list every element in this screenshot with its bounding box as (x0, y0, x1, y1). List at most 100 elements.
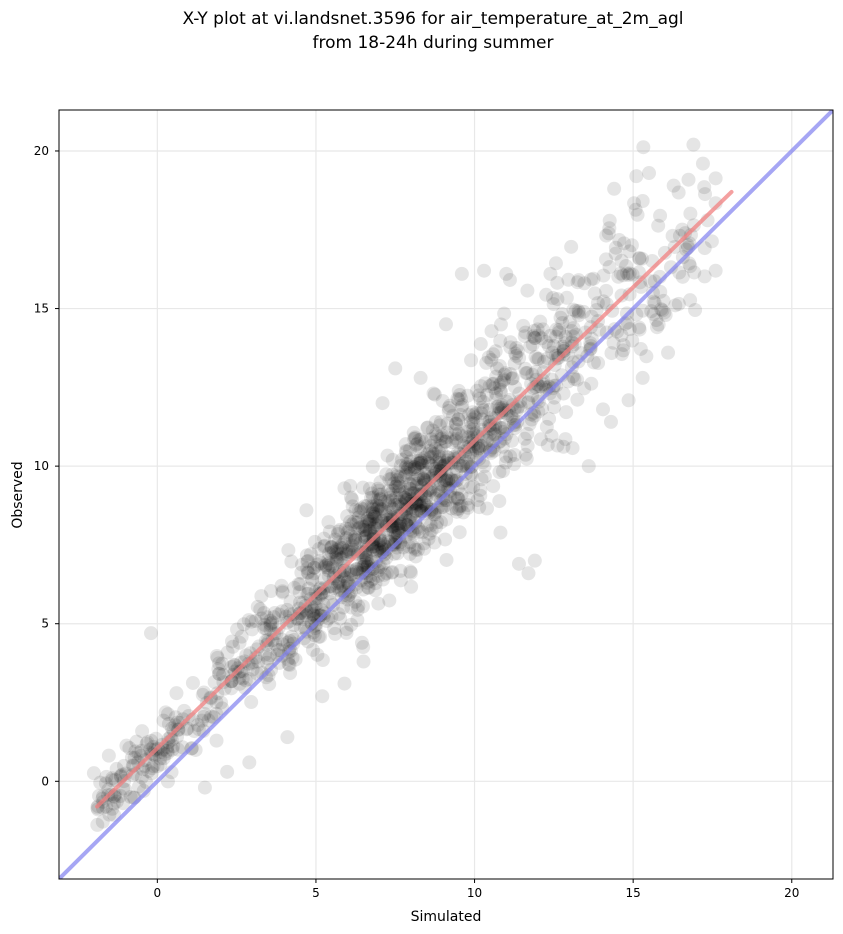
scatter-point (417, 451, 432, 466)
scatter-point (416, 496, 431, 511)
scatter-point (358, 519, 373, 534)
scatter-point (460, 424, 475, 439)
scatter-point (518, 447, 533, 462)
scatter-point (301, 581, 316, 596)
scatter-point (478, 376, 493, 391)
scatter-point (295, 612, 310, 627)
scatter-point (455, 429, 470, 444)
scatter-point (608, 246, 623, 261)
scatter-point (498, 455, 513, 470)
scatter-point (359, 550, 374, 565)
scatter-point (416, 472, 431, 487)
scatter-point (185, 675, 200, 690)
scatter-point (355, 560, 370, 575)
scatter-point (697, 241, 712, 256)
scatter-point (428, 461, 443, 476)
scatter-point (242, 672, 257, 687)
scatter-point (449, 502, 464, 517)
scatter-point (372, 498, 387, 513)
scatter-point (431, 444, 446, 459)
scatter-point (632, 251, 647, 266)
scatter-point (132, 779, 147, 794)
scatter-point (413, 455, 428, 470)
scatter-point (365, 536, 380, 551)
scatter-point (242, 755, 257, 770)
scatter-point (113, 788, 128, 803)
scatter-point (424, 432, 439, 447)
scatter-point (307, 598, 322, 613)
y-tick-label: 0 (41, 774, 49, 788)
scatter-point (344, 563, 359, 578)
scatter-point (355, 480, 370, 495)
scatter-point (347, 532, 362, 547)
scatter-point (596, 268, 611, 283)
scatter-point (383, 487, 398, 502)
scatter-point (209, 695, 224, 710)
scatter-point (379, 515, 394, 530)
scatter-point (332, 522, 347, 537)
scatter-point (374, 540, 389, 555)
scatter-point (454, 498, 469, 513)
scatter-point (520, 438, 535, 453)
scatter-point (267, 606, 282, 621)
scatter-point (433, 515, 448, 530)
scatter-point (452, 499, 467, 514)
scatter-point (143, 626, 158, 641)
scatter-point (403, 477, 418, 492)
scatter-point (586, 355, 601, 370)
scatter-point (344, 517, 359, 532)
scatter-point (295, 557, 310, 572)
scatter-point (419, 465, 434, 480)
scatter-point (406, 425, 421, 440)
scatter-point (344, 600, 359, 615)
scatter-point (351, 521, 366, 536)
scatter-point (330, 552, 345, 567)
scatter-point (317, 538, 332, 553)
scatter-point (444, 501, 459, 516)
scatter-point (561, 272, 576, 287)
scatter-point (105, 801, 120, 816)
scatter-point (482, 379, 497, 394)
scatter-point (408, 504, 423, 519)
scatter-point (398, 460, 413, 475)
scatter-point (545, 291, 560, 306)
scatter-point (348, 533, 363, 548)
scatter-point (486, 347, 501, 362)
scatter-point (452, 525, 467, 540)
scatter-point (413, 452, 428, 467)
scatter-point (257, 617, 272, 632)
scatter-point (571, 303, 586, 318)
scatter-point (555, 315, 570, 330)
scatter-point (343, 528, 358, 543)
scatter-point (393, 563, 408, 578)
scatter-point (385, 509, 400, 524)
scatter-point (413, 370, 428, 385)
scatter-point (510, 344, 525, 359)
scatter-point (497, 372, 512, 387)
scatter-point (366, 499, 381, 514)
scatter-point (494, 420, 509, 435)
scatter-point (468, 436, 483, 451)
scatter-point (403, 565, 418, 580)
scatter-point (257, 647, 272, 662)
scatter-point (493, 333, 508, 348)
scatter-point (362, 513, 377, 528)
scatter-point (371, 515, 386, 530)
scatter-point (607, 181, 622, 196)
scatter-point (549, 329, 564, 344)
scatter-point (475, 400, 490, 415)
scatter-point (425, 445, 440, 460)
scatter-point (543, 266, 558, 281)
scatter-point (340, 575, 355, 590)
scatter-point (449, 417, 464, 432)
scatter-point (455, 398, 470, 413)
scatter-point (371, 487, 386, 502)
scatter-point (354, 501, 369, 516)
scatter-point (372, 504, 387, 519)
scatter-point (347, 514, 362, 529)
scatter-point (508, 346, 523, 361)
scatter-point (245, 662, 260, 677)
scatter-point (629, 169, 644, 184)
scatter-point (557, 336, 572, 351)
scatter-point (304, 604, 319, 619)
